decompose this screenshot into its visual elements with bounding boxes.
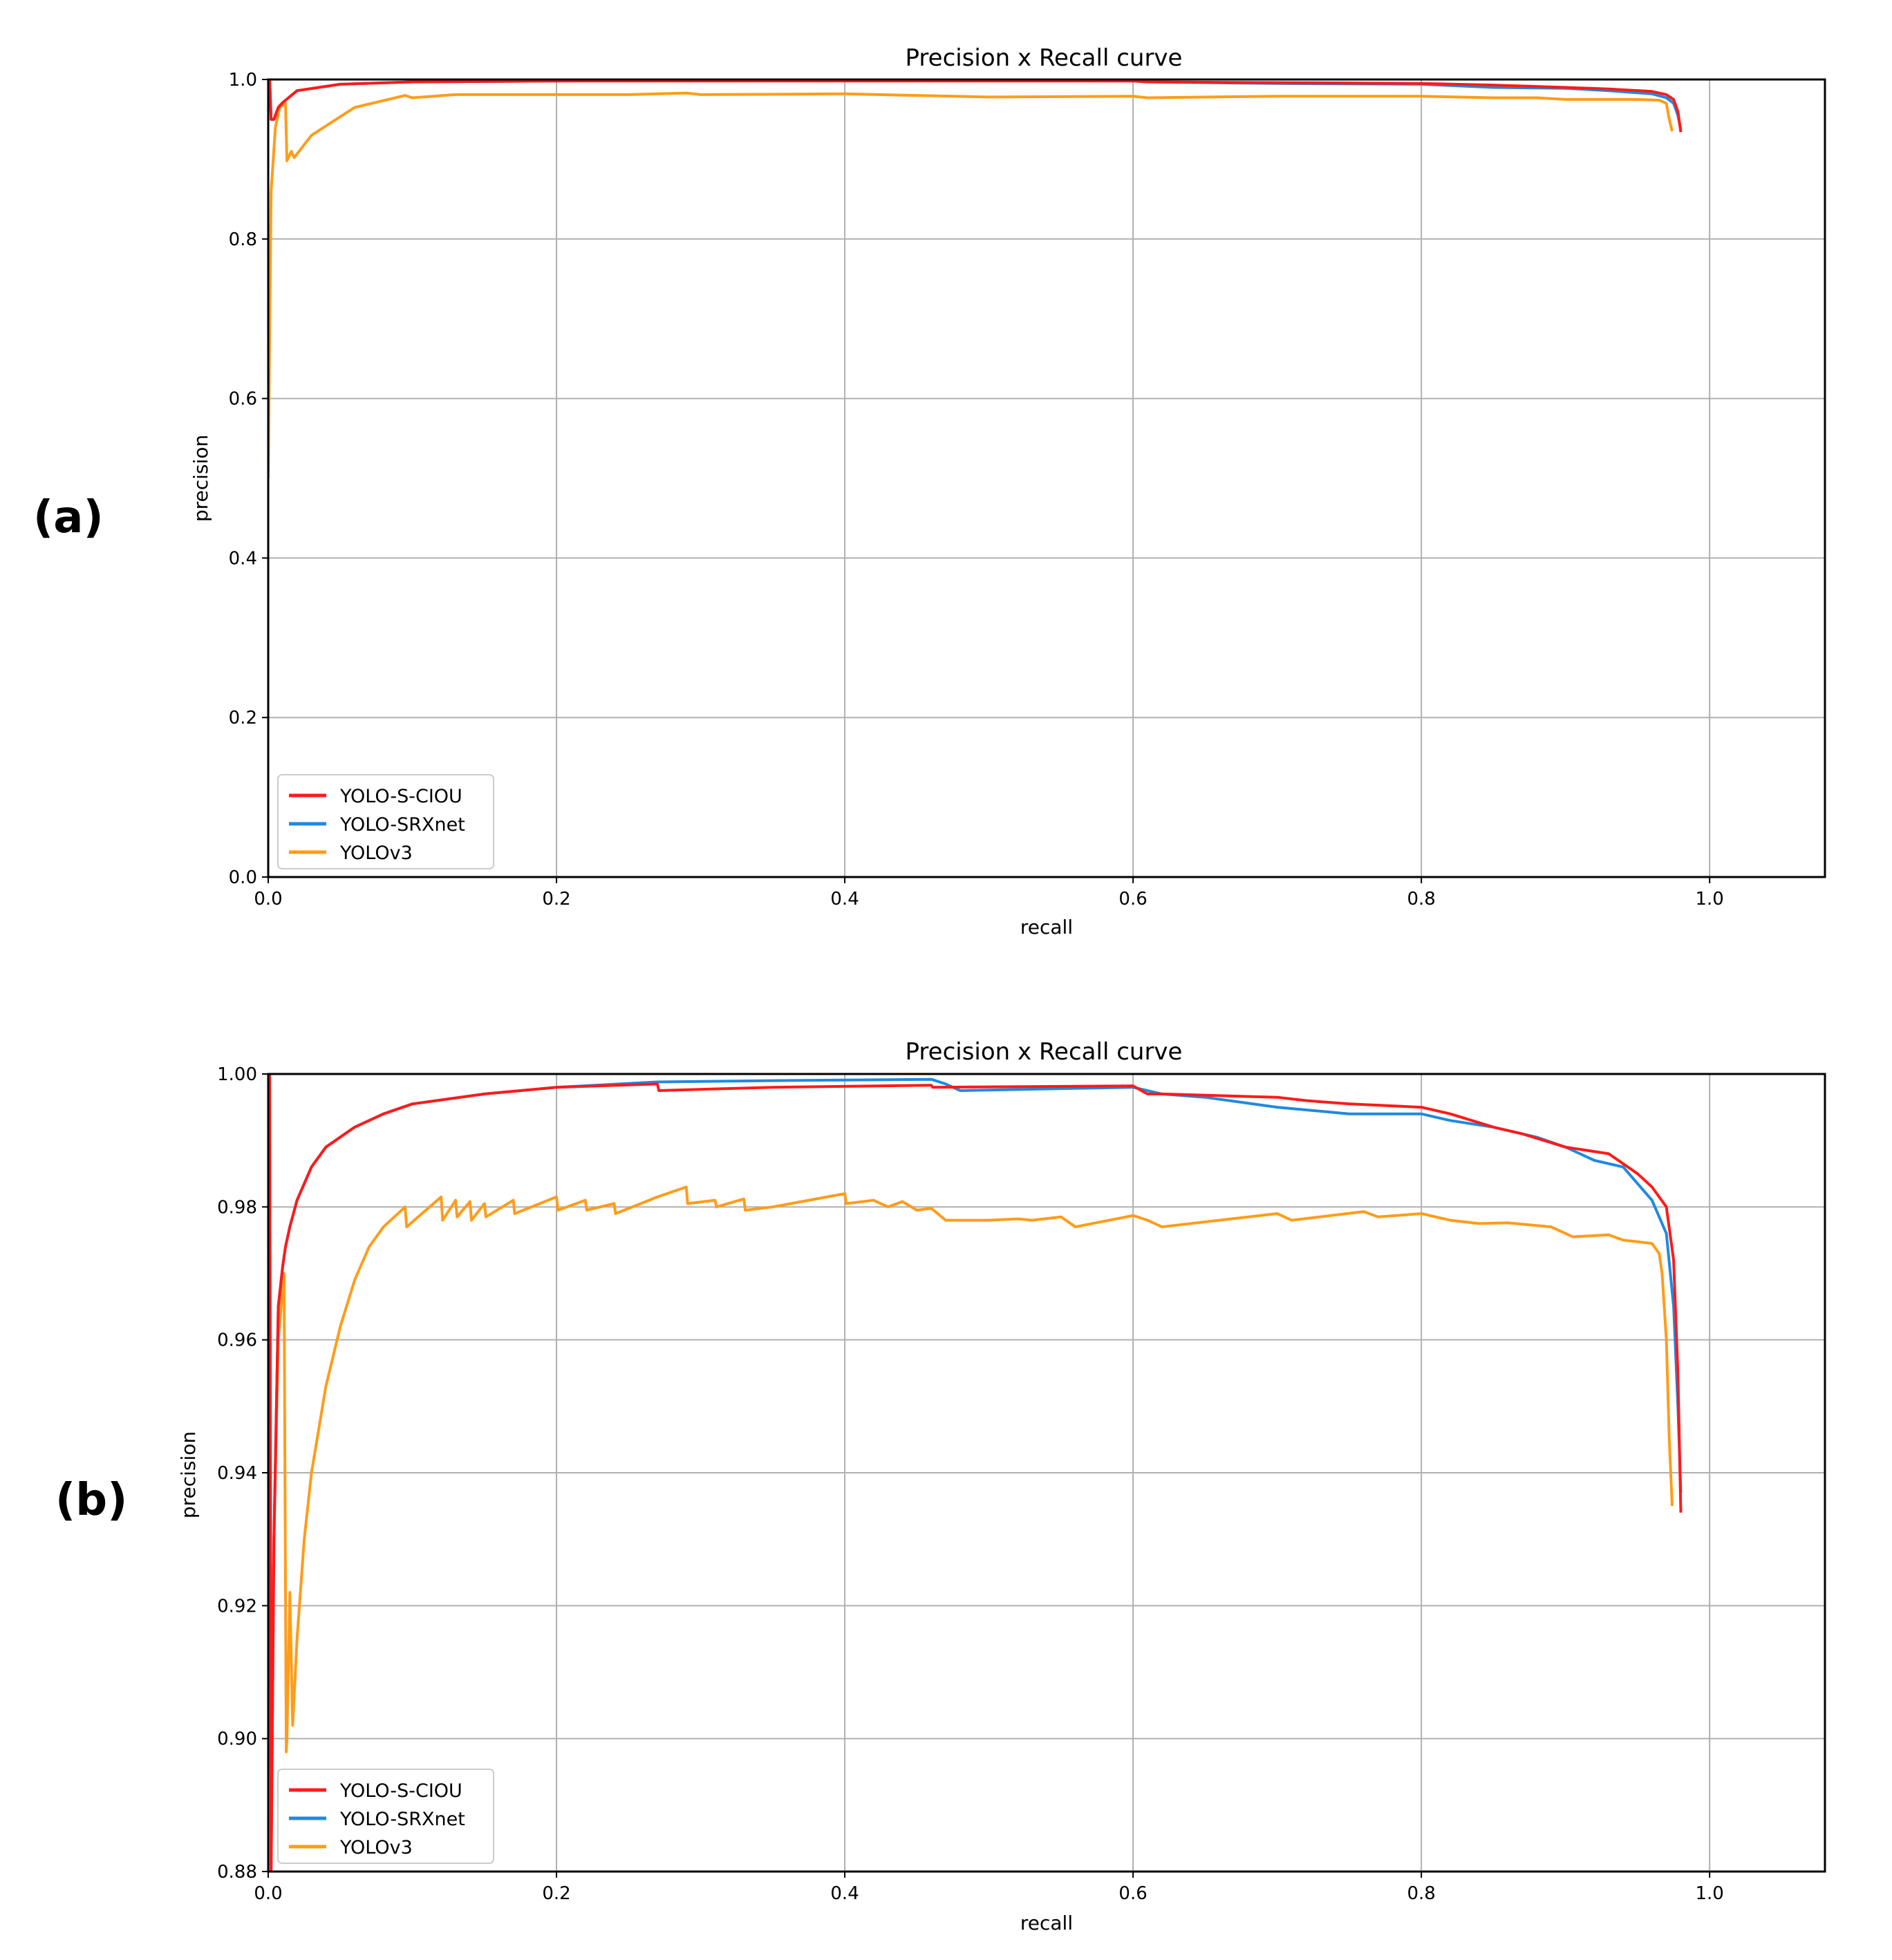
y-axis-label: precision xyxy=(189,435,212,522)
x-tick-label: 0.6 xyxy=(1118,889,1147,910)
x-axis-ticks: 0.0 0.2 0.4 0.6 0.8 1.0 xyxy=(254,877,1724,910)
chart-panel-a: (a) Precision x Recall curve 0.0 0.2 0.4 0.… xyxy=(33,44,1826,939)
series-line-yolov3 xyxy=(268,91,1674,479)
plot-series xyxy=(268,1074,1683,1872)
y-tick-label: 0.96 xyxy=(217,1330,257,1351)
y-tick-label: 0.92 xyxy=(217,1596,257,1617)
x-tick-label: 0.8 xyxy=(1407,889,1435,910)
x-tick-label: 0.4 xyxy=(830,889,859,910)
series-line-yolo-s-ciou xyxy=(268,79,1683,133)
x-tick-label: 0.0 xyxy=(254,1883,282,1904)
y-tick-label: 0.90 xyxy=(217,1729,257,1750)
plot-series xyxy=(268,79,1683,479)
series-line-yolo-s-ciou xyxy=(268,1074,1683,1872)
y-tick-label: 0.4 xyxy=(229,548,257,569)
legend-label: YOLOv3 xyxy=(339,842,413,864)
legend-label: YOLO-S-CIOU xyxy=(339,786,462,807)
x-tick-label: 0.2 xyxy=(542,889,570,910)
y-tick-label: 0.6 xyxy=(229,389,257,410)
axes-frame xyxy=(267,78,1826,878)
panel-label: (b) xyxy=(55,1475,127,1526)
x-axis-label: recall xyxy=(1020,1912,1073,1934)
y-tick-label: 0.8 xyxy=(229,229,257,250)
y-tick-label: 0.98 xyxy=(217,1197,257,1218)
y-axis-label: precision xyxy=(177,1431,200,1518)
y-tick-label: 1.00 xyxy=(217,1064,257,1085)
legend-label: YOLO-SRXnet xyxy=(339,1809,465,1830)
legend-label: YOLOv3 xyxy=(339,1837,413,1858)
y-axis-ticks: 0.88 0.90 0.92 0.94 0.96 0.98 1.00 xyxy=(217,1064,268,1883)
y-tick-label: 0.88 xyxy=(217,1862,257,1883)
legend-label: YOLO-S-CIOU xyxy=(339,1780,462,1802)
legend-box xyxy=(277,1769,494,1864)
x-tick-label: 0.4 xyxy=(830,1883,859,1904)
y-tick-label: 1.0 xyxy=(229,70,257,91)
y-tick-label: 0.0 xyxy=(229,867,257,888)
x-tick-label: 1.0 xyxy=(1696,1883,1724,1904)
chart-title: Precision x Recall curve xyxy=(906,1038,1183,1066)
x-tick-label: 1.0 xyxy=(1696,889,1724,910)
x-tick-label: 0.6 xyxy=(1118,1883,1147,1904)
x-axis-label: recall xyxy=(1020,916,1073,939)
chart-title: Precision x Recall curve xyxy=(906,44,1183,72)
grid-lines xyxy=(268,79,1825,878)
y-tick-label: 0.2 xyxy=(229,708,257,728)
series-line-yolo-srxnet xyxy=(268,79,1683,131)
chart-panel-b: (b) Precision x Recall curve 0.0 0.2 0.4 0.… xyxy=(55,1038,1826,1934)
legend-label: YOLO-SRXnet xyxy=(339,814,465,836)
y-axis-ticks: 0.0 0.2 0.4 0.6 0.8 1.0 xyxy=(229,70,268,888)
legend: YOLO-S-CIOU YOLO-SRXnet YOLOv3 xyxy=(277,1769,494,1864)
x-tick-label: 0.2 xyxy=(542,1883,570,1904)
x-tick-label: 0.8 xyxy=(1407,1883,1435,1904)
series-line-yolov3 xyxy=(268,1185,1674,1872)
grid-lines xyxy=(268,1073,1825,1872)
panel-label: (a) xyxy=(33,492,104,543)
x-axis-ticks: 0.0 0.2 0.4 0.6 0.8 1.0 xyxy=(254,1872,1724,1904)
y-tick-label: 0.94 xyxy=(217,1463,257,1484)
x-tick-label: 0.0 xyxy=(254,889,282,910)
legend: YOLO-S-CIOU YOLO-SRXnet YOLOv3 xyxy=(277,774,494,869)
legend-box xyxy=(277,774,494,869)
